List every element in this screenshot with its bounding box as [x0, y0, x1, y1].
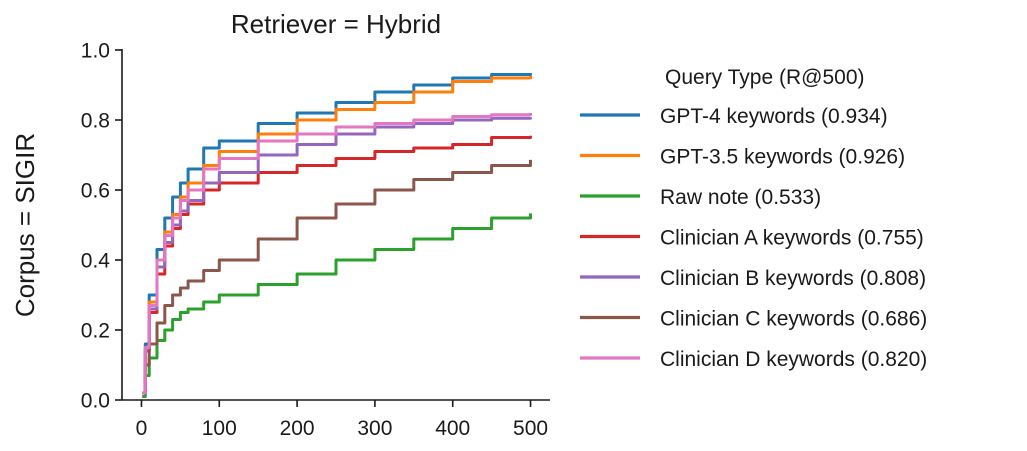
y-axis-label: Corpus = SIGIR: [10, 133, 40, 317]
x-tick-label: 0: [136, 417, 148, 440]
legend-label: Raw note (0.533): [660, 186, 821, 209]
legend-label: Clinician D keywords (0.820): [660, 348, 927, 371]
series-line: [142, 75, 532, 395]
legend-label: GPT-4 keywords (0.934): [660, 105, 888, 128]
x-tick-label: 300: [357, 417, 392, 440]
legend-title: Query Type (R@500): [665, 66, 865, 89]
x-tick-label: 400: [435, 417, 470, 440]
y-tick-label: 0.2: [81, 320, 110, 343]
y-tick-label: 0.6: [81, 180, 110, 203]
plot-area: [142, 73, 532, 398]
series-line: [142, 159, 532, 395]
x-tick-label: 500: [513, 417, 548, 440]
series-line: [142, 213, 532, 398]
chart-title: Retriever = Hybrid: [231, 9, 441, 39]
legend-label: Clinician C keywords (0.686): [660, 308, 927, 331]
legend-label: Clinician A keywords (0.755): [660, 227, 924, 250]
x-tick-label: 100: [202, 417, 237, 440]
y-axis: 0.0 0.2 0.4 0.6 0.8 1.0: [81, 40, 123, 413]
y-tick-label: 0.8: [81, 110, 110, 133]
series-line: [142, 113, 532, 395]
y-tick-label: 1.0: [81, 40, 110, 63]
legend: Query Type (R@500) GPT-4 keywords (0.934…: [580, 66, 927, 371]
y-tick-label: 0.0: [81, 390, 110, 413]
x-axis: 0 100 200 300 400 500: [122, 399, 550, 440]
legend-label: GPT-3.5 keywords (0.926): [660, 146, 905, 169]
y-tick-label: 0.4: [81, 250, 111, 273]
x-tick-label: 200: [280, 417, 315, 440]
legend-label: Clinician B keywords (0.808): [660, 267, 926, 290]
